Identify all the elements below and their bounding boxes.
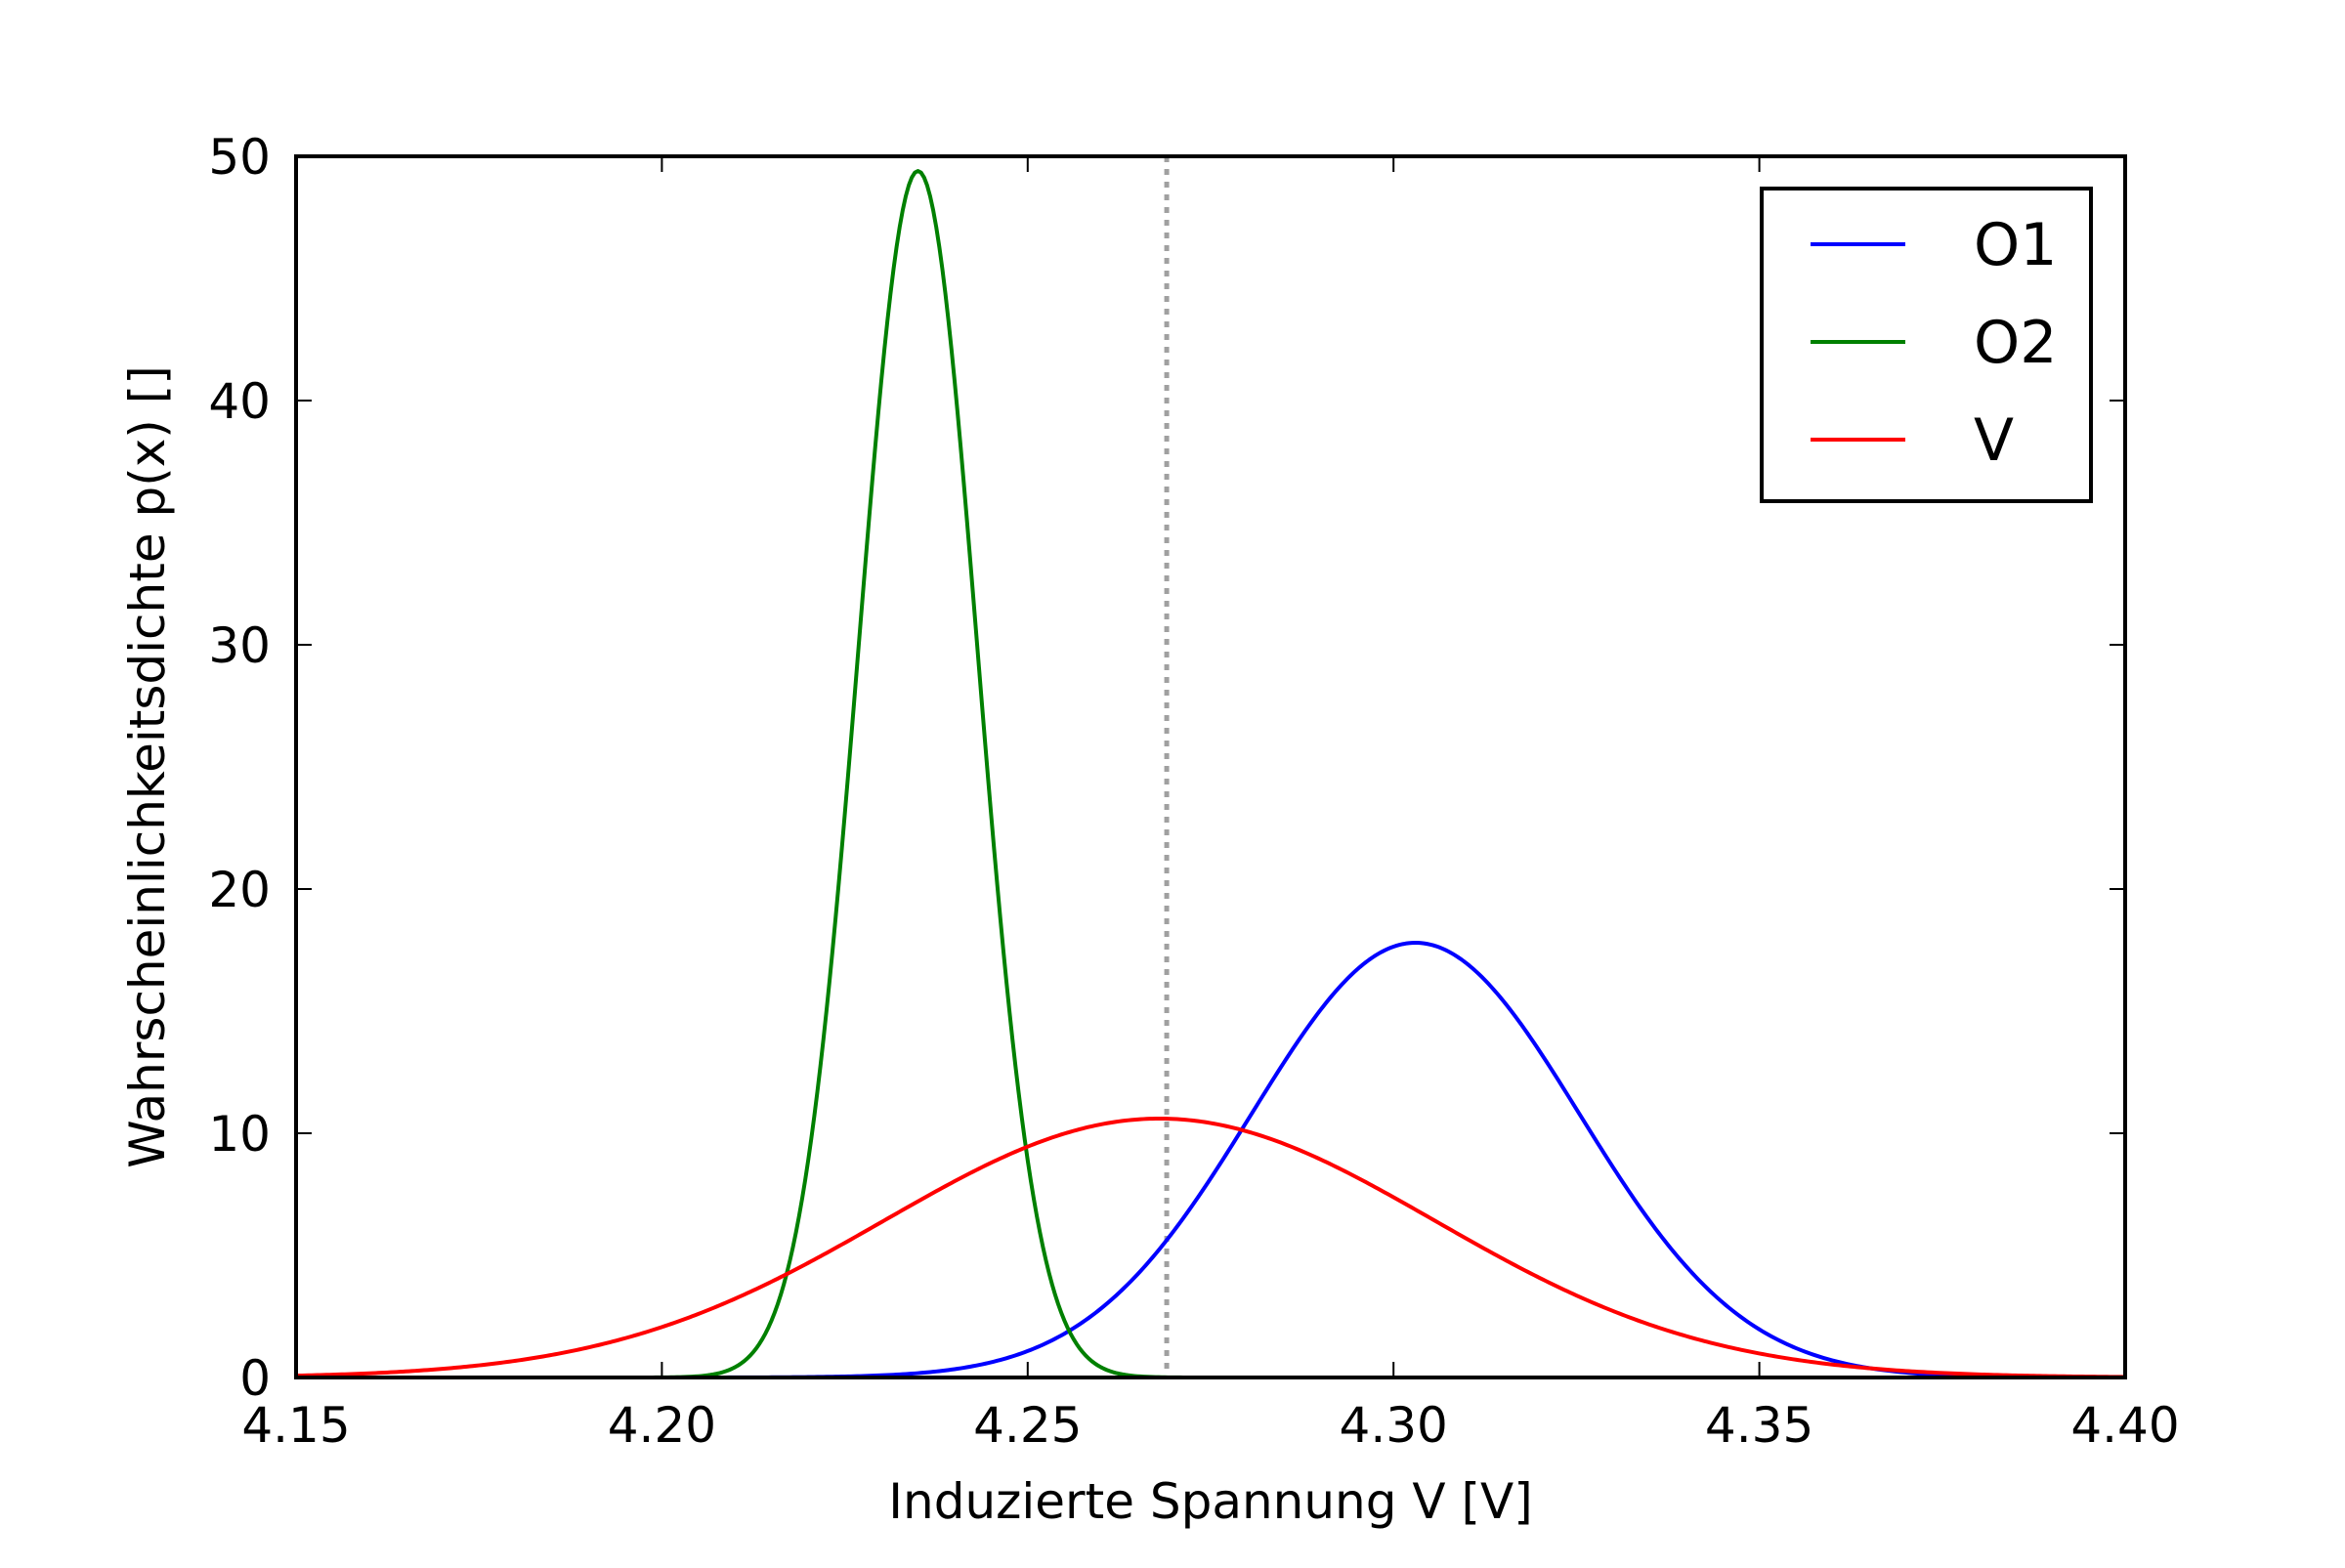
legend-label-o1: O1 <box>1974 211 2057 279</box>
legend: O1 O2 V <box>1760 187 2093 503</box>
plot-frame <box>294 154 2127 1379</box>
y-tick-label: 20 <box>208 862 271 918</box>
y-tick-label: 10 <box>208 1106 271 1163</box>
legend-entries: O1 O2 V <box>1811 211 2057 475</box>
series-line-v <box>295 1117 2126 1379</box>
x-axis-ticks: 4.15 4.20 4.25 4.30 4.35 4.40 <box>241 156 2180 1454</box>
x-axis-label: Induzierte Spannung V [V] <box>888 1473 1532 1530</box>
y-axis-ticks: 0 10 20 30 40 50 <box>208 129 2125 1407</box>
y-tick-label: 40 <box>208 373 271 430</box>
x-tick-label: 4.15 <box>241 1397 350 1454</box>
y-tick-label: 0 <box>239 1350 271 1407</box>
y-tick-label: 30 <box>208 617 271 674</box>
legend-label-o2: O2 <box>1974 309 2057 377</box>
x-tick-label: 4.25 <box>973 1397 1082 1454</box>
legend-box <box>1760 187 2093 503</box>
x-tick-label: 4.35 <box>1705 1397 1813 1454</box>
x-tick-label: 4.20 <box>608 1397 716 1454</box>
y-tick-label: 50 <box>208 129 271 186</box>
x-tick-label: 4.40 <box>2070 1397 2179 1454</box>
x-tick-label: 4.30 <box>1340 1397 1448 1454</box>
legend-label-v: V <box>1974 406 2014 475</box>
y-axis-label: Wahrscheinlichkeitsdichte p(x) [] <box>119 365 176 1167</box>
